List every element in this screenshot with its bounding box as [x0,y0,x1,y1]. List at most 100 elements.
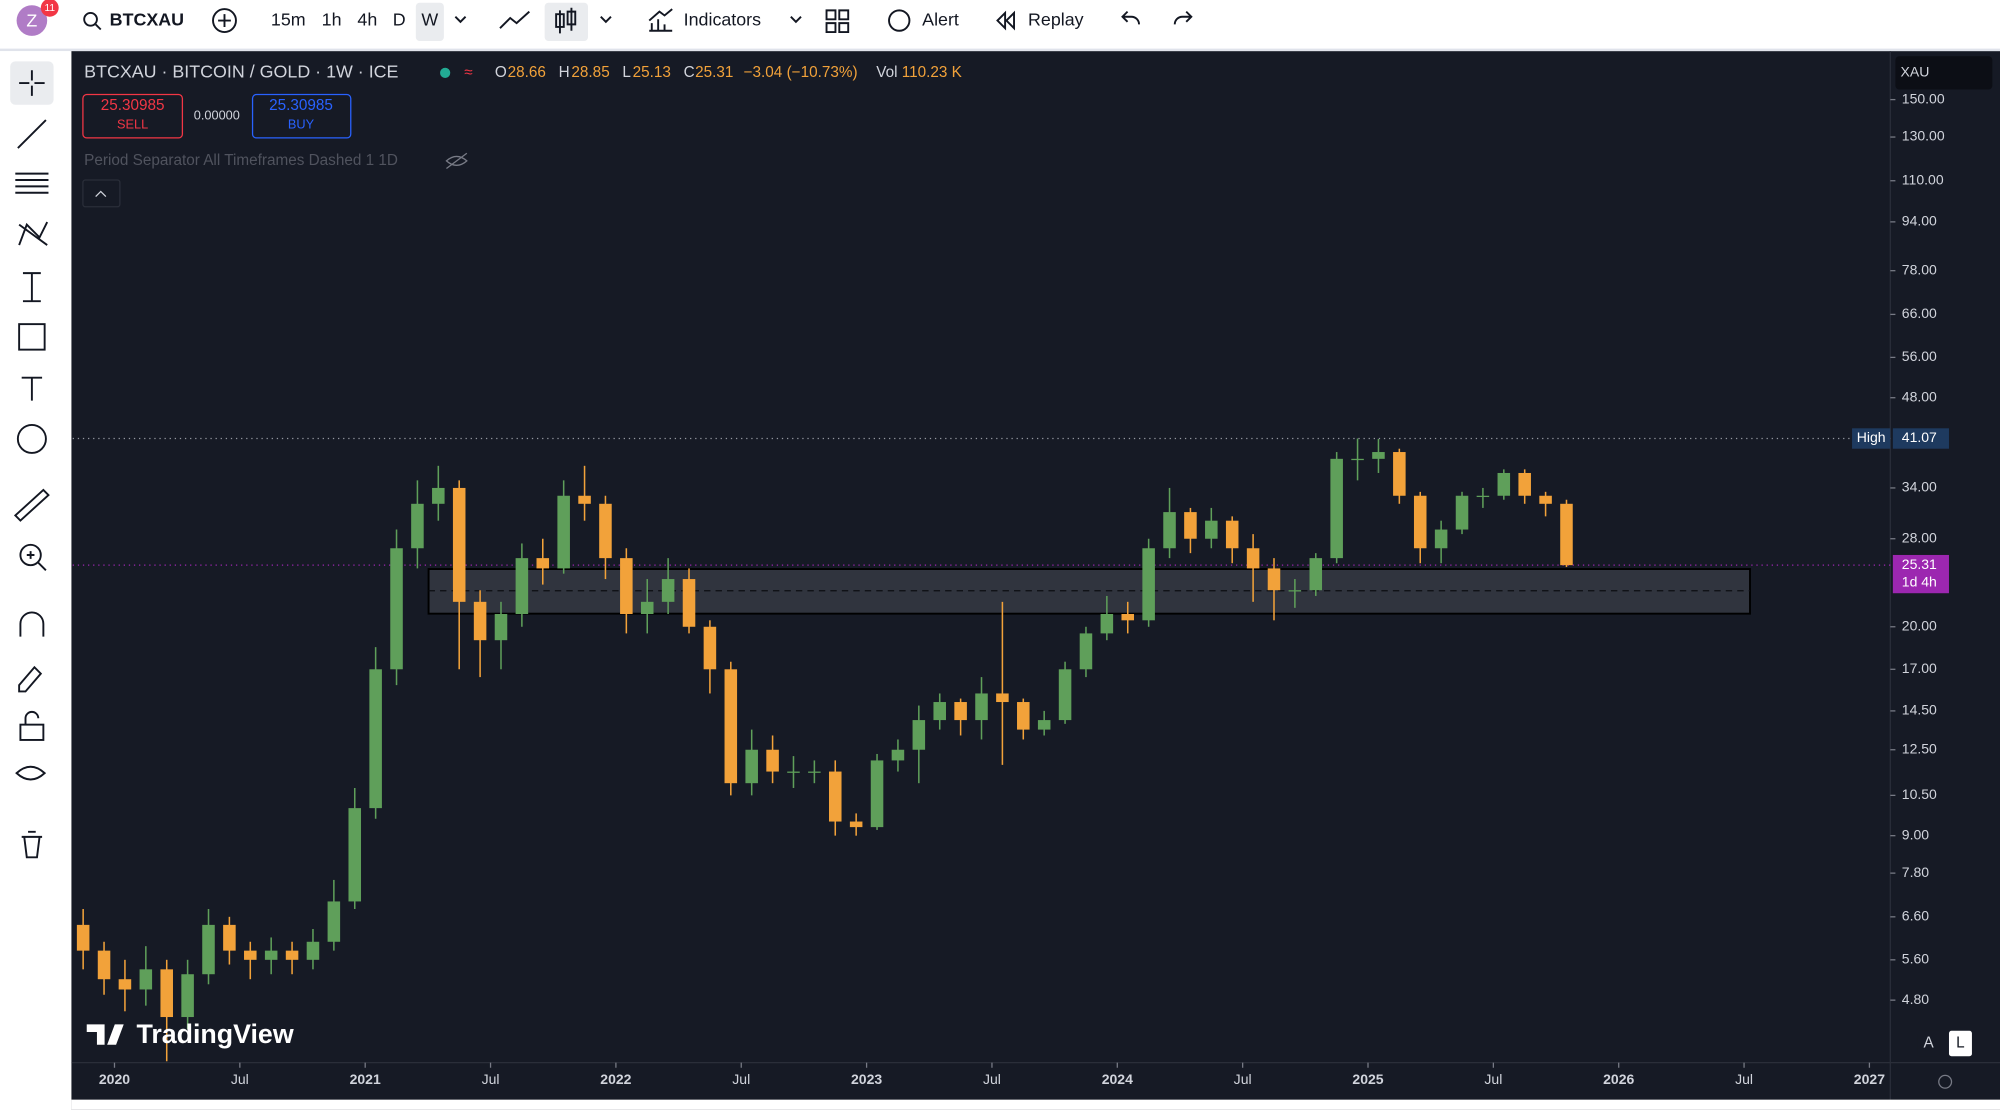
fib-tool[interactable] [15,172,49,194]
y-tick-label: 48.00 [1902,388,1937,404]
y-tick-label: 9.00 [1902,826,1929,842]
high-tag-label: High [1857,429,1886,445]
chart-style-candles[interactable] [555,7,577,34]
sell-button[interactable] [82,93,184,139]
candle-body [1205,520,1218,539]
ruler-tool[interactable] [13,488,50,522]
trendline-tool[interactable] [17,119,47,149]
y-tick-label: 28.00 [1902,529,1937,545]
interval[interactable]: D [393,9,406,29]
x-tick-label: 2021 [350,1071,381,1087]
symbol-box [1895,56,1993,90]
emoji-tool[interactable] [16,423,47,454]
candle-body [285,950,299,960]
left-toolbar [0,51,71,1110]
undo-button[interactable] [1121,10,1140,25]
buy-button[interactable] [251,93,352,139]
candle-body [118,979,132,990]
y-tick-label: 17.00 [1902,660,1937,676]
candle-body [1142,548,1155,621]
alert-button[interactable]: Alert [922,9,959,29]
settings-button[interactable] [1938,1074,1953,1089]
legend-value: 28.85 [571,64,609,81]
interval[interactable]: 4h [357,9,377,29]
redo-button[interactable] [1173,10,1193,25]
alert-icon [888,9,911,32]
text-tool[interactable] [21,376,43,401]
collapse-icon [95,190,107,198]
legend-label: Vol [876,64,897,81]
last-price-tag [1892,554,1949,594]
candle-body [703,626,717,670]
symbol[interactable]: BTCXAU [110,9,184,29]
active-tool-bg [10,61,54,105]
interval[interactable]: 1h [322,9,342,29]
legend-value: 25.31 [695,64,733,81]
badge-count: 11 [44,3,55,14]
candle-body [1309,558,1323,591]
hide-indicator[interactable] [445,152,468,170]
candle-body [97,950,111,980]
legend-label: H [559,64,570,81]
candle-body [1100,614,1114,634]
legend-change: −3.04 (−10.73%) [744,64,858,81]
chart-style-line[interactable] [499,10,530,29]
lock-icon [24,710,40,725]
projection-tool[interactable] [22,272,41,303]
candle-body [828,771,842,822]
y-tick-label: 14.50 [1902,702,1937,718]
price-axis-symbol: XAU [1901,64,1930,80]
style-dropdown[interactable] [600,16,612,24]
y-tick-label: 78.00 [1902,261,1937,277]
lock-tool[interactable] [19,723,45,741]
candle-body [1079,633,1093,670]
layouts-button[interactable] [825,9,850,33]
magnet-tool[interactable] [19,611,45,637]
candle-body [849,821,863,828]
interval[interactable]: 15m [271,9,306,29]
pattern-tool[interactable] [18,221,49,246]
candle-body [808,771,821,773]
x-tick-label: 2027 [1854,1071,1885,1087]
delete-tool[interactable] [21,830,43,859]
candle-body [348,808,362,902]
x-tick-label: 2020 [99,1071,130,1087]
replay-button[interactable]: Replay [1028,9,1084,29]
x-tick-label: Jul [1735,1071,1753,1087]
zoom-tool[interactable] [19,543,42,567]
collapse-legend[interactable] [82,179,121,208]
legend-value: 28.66 [508,64,546,81]
candle-body [1455,495,1469,530]
add-symbol[interactable] [212,8,237,33]
chart-style-bg [544,2,589,41]
avatar[interactable] [16,5,48,36]
candle-body [1560,503,1573,566]
high-price-label: 41.07 [1902,429,1937,445]
indicators-button[interactable]: Indicators [684,9,761,29]
auto-scale-button[interactable] [1917,1030,1941,1057]
candle-body [327,901,341,942]
hide-tool[interactable] [15,765,47,781]
x-tick-label: 2023 [851,1071,882,1087]
candle-body [1225,520,1239,549]
interval-dropdown[interactable] [454,16,467,24]
candle-body [1330,458,1343,559]
badge [40,0,59,17]
shape-tool[interactable] [18,323,46,351]
crosshair-tool[interactable] [19,70,45,96]
x-tick-label: Jul [1234,1071,1252,1087]
y-tick-label: 66.00 [1902,305,1937,321]
interval[interactable]: W [421,9,438,29]
draw-mode-tool[interactable] [18,665,43,693]
log-scale-button[interactable] [1948,1030,1972,1057]
indicators-dropdown[interactable] [790,16,802,24]
y-tick-label: 12.50 [1902,740,1937,756]
y-tick-label: 150.00 [1902,90,1945,106]
buy-price: 25.30985 [269,97,333,114]
legend-value: 25.13 [633,64,671,81]
candle-body [620,558,633,615]
candle-body [933,702,946,721]
watermark: TradingView [136,1019,293,1049]
legend-label: C [684,64,695,81]
replay-icon [996,10,1015,31]
